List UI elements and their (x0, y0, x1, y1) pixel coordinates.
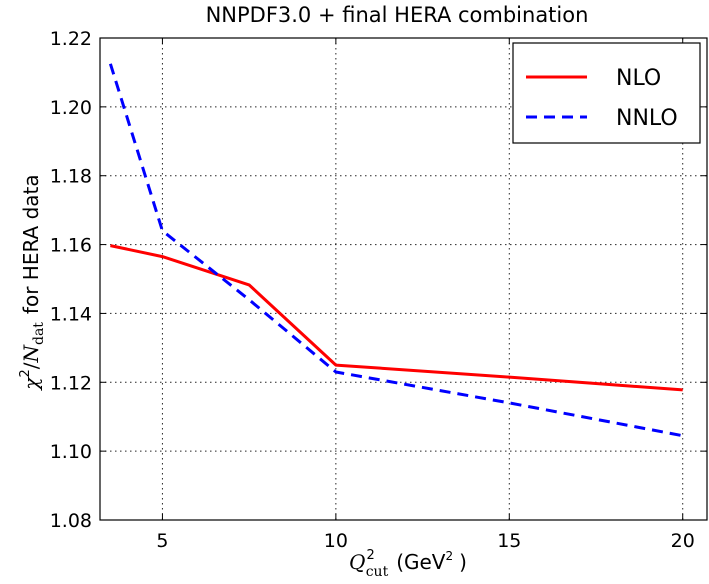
legend-box (512, 42, 701, 144)
x-tick-label: 20 (671, 530, 695, 552)
y-axis-chi-superscript: 2 (18, 369, 33, 377)
x-axis-unit: (GeV (396, 550, 446, 574)
y-tick-label: 1.16 (50, 235, 92, 257)
y-tick-label: 1.14 (50, 303, 92, 325)
y-axis-suffix: for HERA data (19, 174, 43, 314)
y-axis-n-subscript: dat (31, 322, 47, 345)
legend-label-nlo: NLO (616, 66, 661, 91)
y-tick-label: 1.12 (50, 372, 92, 394)
chart-title: NNPDF3.0 + final HERA combination (206, 3, 589, 27)
y-axis-chi: χ (19, 376, 43, 392)
x-tick-label: 10 (324, 530, 348, 552)
plot-frame (99, 37, 708, 521)
x-tick-label: 15 (497, 530, 521, 552)
y-axis-slash: / (19, 362, 43, 369)
y-tick-label: 1.20 (50, 97, 92, 119)
x-axis-symbol: Q (349, 550, 365, 574)
y-axis-label: χ2/Ndat for HERA data (18, 174, 47, 391)
x-axis-unit-close: ) (459, 550, 467, 574)
y-tick-label: 1.22 (50, 28, 92, 50)
series-line-nlo (110, 244, 683, 392)
x-axis-label: Q2 cut (GeV2) (349, 548, 467, 580)
x-axis-symbol-subscript: cut (366, 564, 389, 580)
x-axis-unit-superscript: 2 (446, 549, 454, 563)
y-tick-label: 1.08 (50, 510, 92, 532)
x-tick-label: 5 (156, 530, 168, 552)
legend: NLO NNLO (512, 42, 701, 144)
y-tick-label: 1.10 (50, 441, 92, 463)
y-tick-label: 1.18 (50, 166, 92, 188)
series-layer (108, 63, 683, 438)
y-axis-n: N (19, 344, 43, 364)
x-axis-symbol-superscript: 2 (366, 548, 374, 563)
legend-label-nnlo: NNLO (616, 106, 678, 131)
y-axis-ticks: 1.08 1.10 1.12 1.14 1.16 1.18 1.20 1.22 (50, 28, 707, 532)
series-line-nnlo (108, 63, 683, 438)
